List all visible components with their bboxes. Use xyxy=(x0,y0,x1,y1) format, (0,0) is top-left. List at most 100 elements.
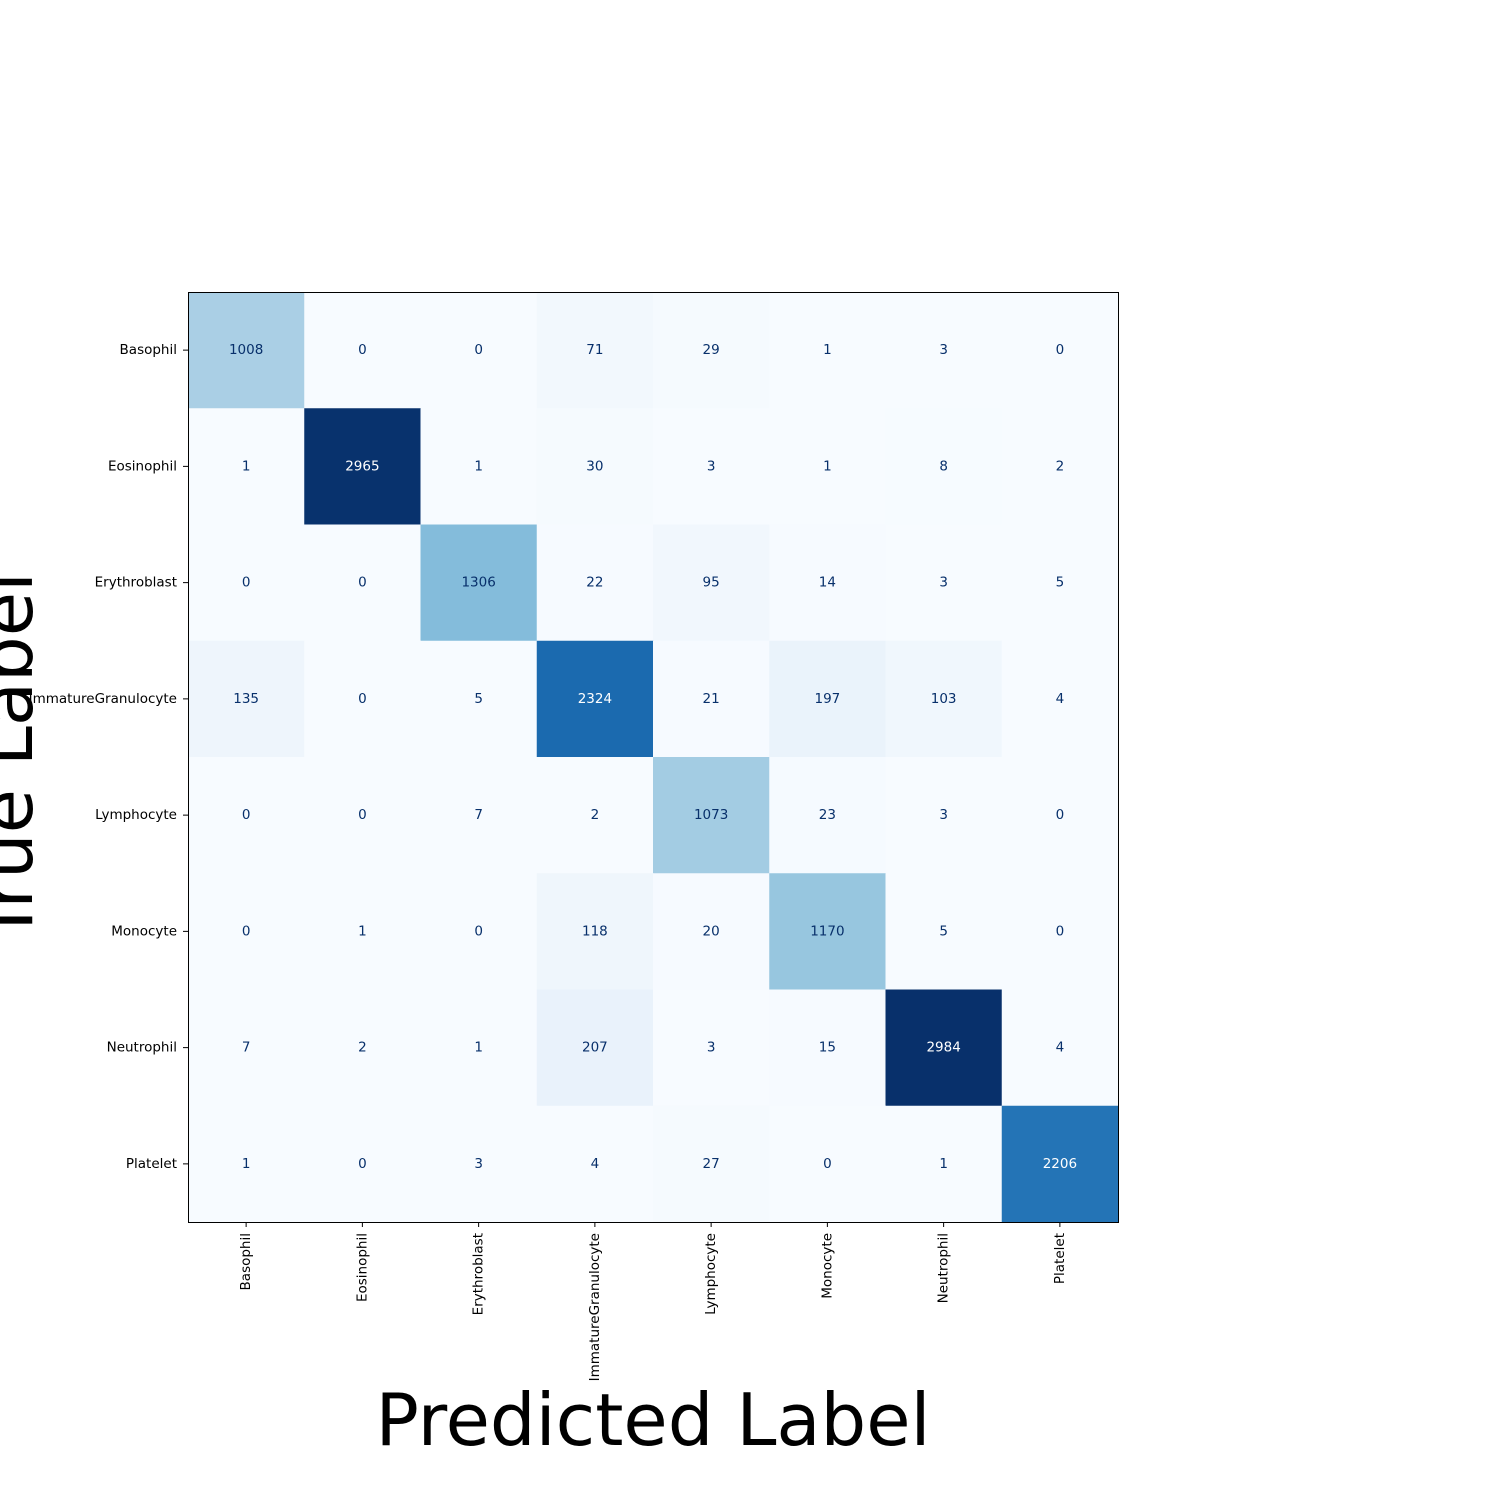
cell-value-label: 2 xyxy=(358,1040,367,1056)
heatmap-cell xyxy=(653,989,770,1107)
cell-value-label: 0 xyxy=(474,342,483,358)
cell-value-label: 14 xyxy=(819,575,836,591)
cell-value-label: 1 xyxy=(358,923,367,939)
cell-value-label: 0 xyxy=(242,807,251,823)
y-tick-label: Neutrophil xyxy=(107,1040,177,1056)
heatmap-cell xyxy=(188,1105,305,1223)
x-tick-label: Basophil xyxy=(238,1233,254,1290)
heatmap-cell xyxy=(1001,873,1119,990)
cell-value-label: 2324 xyxy=(578,691,612,707)
cell-value-label: 20 xyxy=(703,923,720,939)
cell-value-label: 27 xyxy=(703,1156,720,1172)
cell-value-label: 30 xyxy=(586,458,603,474)
plot-frame xyxy=(188,292,1119,1223)
cell-value-label: 103 xyxy=(931,691,957,707)
cell-value-label: 135 xyxy=(233,691,259,707)
cell-value-label: 71 xyxy=(586,342,603,358)
heatmap-cell xyxy=(653,640,770,758)
heatmap-cell xyxy=(1001,989,1119,1107)
y-tick-label: Eosinophil xyxy=(108,458,177,474)
heatmap-cell xyxy=(188,757,305,874)
heatmap-cell xyxy=(1001,408,1119,525)
cell-value-label: 118 xyxy=(582,923,608,939)
y-tick-label: Lymphocyte xyxy=(95,807,177,823)
heatmap-cell xyxy=(420,1105,538,1223)
cell-value-label: 5 xyxy=(474,691,483,707)
cell-value-label: 0 xyxy=(242,575,251,591)
heatmap-cell xyxy=(188,408,305,525)
y-tick-label: Platelet xyxy=(126,1156,177,1172)
heatmap-cell xyxy=(769,640,886,758)
heatmap-cell xyxy=(1001,524,1119,642)
heatmap-cell xyxy=(769,757,886,874)
cell-value-label: 0 xyxy=(242,923,251,939)
y-tick-label: Erythroblast xyxy=(95,575,177,591)
heatmap-cell xyxy=(769,292,886,409)
cell-value-label: 1 xyxy=(474,1040,483,1056)
cell-value-label: 3 xyxy=(939,342,948,358)
cell-value-label: 23 xyxy=(819,807,836,823)
x-tick-label: Neutrophil xyxy=(936,1233,952,1303)
heatmap-cell xyxy=(885,524,1003,642)
heatmap-cell xyxy=(188,989,305,1107)
cell-value-label: 1 xyxy=(474,458,483,474)
cell-value-label: 1 xyxy=(939,1156,948,1172)
cell-value-label: 207 xyxy=(582,1040,608,1056)
x-tick-label: Erythroblast xyxy=(471,1233,487,1315)
heatmap-cell xyxy=(885,989,1003,1107)
cell-value-label: 1 xyxy=(242,458,251,474)
x-tick-label: Eosinophil xyxy=(354,1233,370,1302)
cell-value-label: 1 xyxy=(823,342,832,358)
cell-value-label: 0 xyxy=(358,342,367,358)
heatmap-cell xyxy=(653,873,770,990)
heatmap-cell xyxy=(885,640,1003,758)
heatmap-cell xyxy=(304,989,421,1107)
heatmap-cell xyxy=(885,1105,1003,1223)
heatmap-cell xyxy=(536,1105,654,1223)
x-tick-label: Monocyte xyxy=(819,1233,835,1299)
cell-value-label: 4 xyxy=(591,1156,600,1172)
heatmap-cell xyxy=(188,524,305,642)
cell-value-label: 0 xyxy=(823,1156,832,1172)
y-tick-label: ImmatureGranulocyte xyxy=(29,691,177,707)
heatmap-cell xyxy=(885,873,1003,990)
y-tick-label: Monocyte xyxy=(111,923,177,939)
cell-value-label: 4 xyxy=(1056,1040,1065,1056)
cell-value-label: 1073 xyxy=(694,807,728,823)
heatmap-cell xyxy=(769,1105,886,1223)
y-axis-ticks: Basophil Eosinophil Erythroblast ImmatureGr… xyxy=(29,342,188,1172)
x-axis-title: Predicted Label xyxy=(375,1378,930,1462)
cell-value-label: 3 xyxy=(939,575,948,591)
cell-value-label: 2206 xyxy=(1043,1156,1077,1172)
cell-value-label: 2984 xyxy=(926,1040,960,1056)
heatmap-cell xyxy=(304,873,421,990)
cell-value-label: 0 xyxy=(358,691,367,707)
cell-value-label: 3 xyxy=(474,1156,483,1172)
cell-value-label: 5 xyxy=(939,923,948,939)
heatmap-cell xyxy=(536,640,654,758)
heatmap-cell xyxy=(188,640,305,758)
cell-value-label: 1 xyxy=(242,1156,251,1172)
heatmap-cell xyxy=(885,757,1003,874)
heatmap-cell xyxy=(653,524,770,642)
cell-value-label: 0 xyxy=(1056,807,1065,823)
cell-value-label: 2 xyxy=(1056,458,1065,474)
heatmap-cell xyxy=(188,873,305,990)
heatmap-cell xyxy=(653,1105,770,1223)
cell-value-label: 1170 xyxy=(810,923,844,939)
heatmap-cell xyxy=(536,292,654,409)
heatmap-cell xyxy=(769,524,886,642)
heatmap-cell xyxy=(304,640,421,758)
heatmap-cell xyxy=(304,1105,421,1223)
heatmap-cell xyxy=(420,989,538,1107)
x-tick-label: Platelet xyxy=(1052,1233,1068,1284)
heatmap-cell xyxy=(653,408,770,525)
heatmap-cell xyxy=(536,989,654,1107)
cell-value-label: 4 xyxy=(1056,691,1065,707)
heatmap-cell xyxy=(420,873,538,990)
cell-value-label: 29 xyxy=(703,342,720,358)
heatmap-cell xyxy=(536,873,654,990)
cell-value-label: 3 xyxy=(939,807,948,823)
heatmap-cell xyxy=(536,757,654,874)
